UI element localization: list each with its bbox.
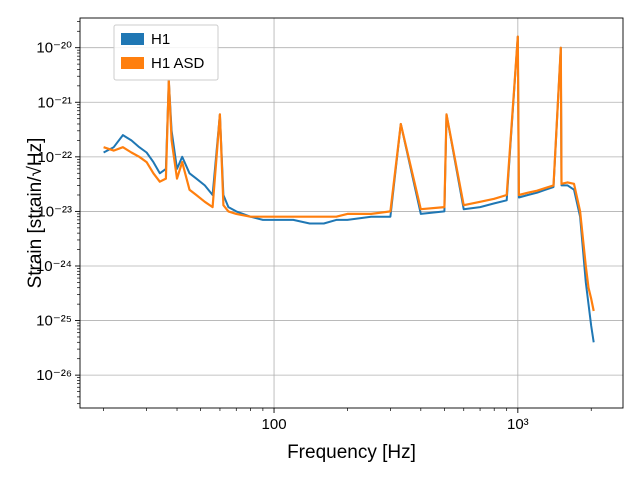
y-axis-label: Strain [strain/√Hz] xyxy=(25,138,46,289)
y-tick-label: 10⁻²⁶ xyxy=(36,367,72,384)
y-tick-label: 10⁻²¹ xyxy=(37,94,72,111)
series-layer xyxy=(103,35,595,343)
legend-label-h1-asd: H1 ASD xyxy=(151,55,205,72)
y-tick-label: 10⁻²⁵ xyxy=(36,313,72,330)
y-tick-label: 10⁻²² xyxy=(37,149,72,166)
legend-swatch-h1 xyxy=(121,33,144,45)
x-tick-label: 10³ xyxy=(507,416,529,433)
y-tick-label: 10⁻²⁰ xyxy=(36,40,72,57)
y-tick-label: 10⁻²⁴ xyxy=(36,258,72,275)
legend-swatch-h1-asd xyxy=(121,57,144,69)
legend: H1 H1 ASD xyxy=(113,24,219,81)
x-axis-label: Frequency [Hz] xyxy=(287,442,416,463)
plot-frame xyxy=(79,17,624,409)
tick-layer: 100 10³ 10⁻²⁰ 10⁻²¹ 10⁻²² 10⁻²³ 10⁻²⁴ 10⁻²⁵ 10⁻²… xyxy=(36,21,592,433)
legend-label-h1: H1 xyxy=(151,31,170,48)
y-tick-label: 10⁻²³ xyxy=(37,203,72,220)
series-line-h1 xyxy=(103,35,595,343)
x-tick-label: 100 xyxy=(262,416,287,433)
